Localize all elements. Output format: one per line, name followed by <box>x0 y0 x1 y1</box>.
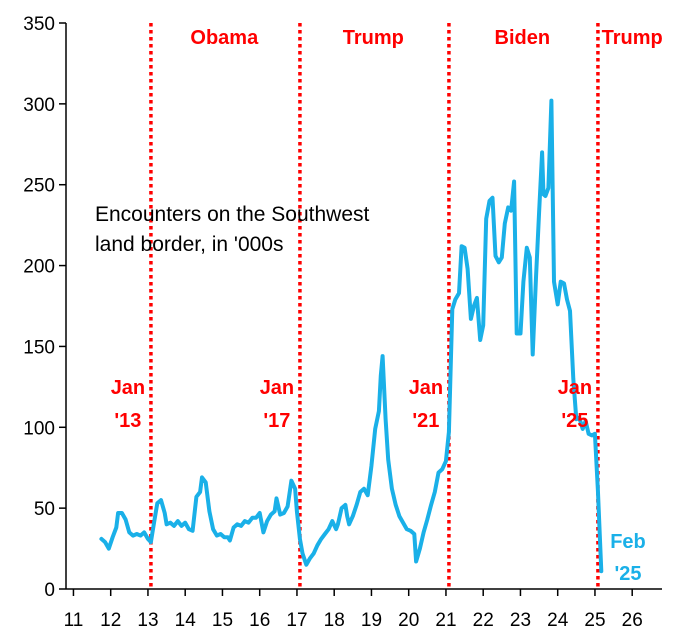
axes <box>59 22 662 596</box>
x-tick-label: 26 <box>622 610 643 631</box>
x-tick-label: 20 <box>398 610 419 631</box>
vertical-markers <box>149 23 600 589</box>
era-label: Biden <box>495 27 551 49</box>
marker-label: '21 <box>412 410 439 432</box>
end-label: Feb <box>610 531 646 553</box>
y-tick-label: 150 <box>23 337 55 358</box>
x-tick-label: 14 <box>175 610 197 631</box>
x-tick-label: 15 <box>212 610 233 631</box>
marker-label: Jan <box>558 377 592 399</box>
y-tick-label: 100 <box>23 418 55 439</box>
era-label: Trump <box>343 27 404 49</box>
series-line <box>99 98 604 574</box>
x-tick-label: 24 <box>547 610 569 631</box>
x-tick-label: 13 <box>137 610 158 631</box>
marker-label: Jan <box>260 377 294 399</box>
x-tick-label: 25 <box>584 610 605 631</box>
x-tick-label: 19 <box>361 610 382 631</box>
y-tick-label: 200 <box>23 257 55 278</box>
y-tick-label: 350 <box>23 14 55 35</box>
y-tick-label: 250 <box>23 176 55 197</box>
x-tick-label: 21 <box>435 610 456 631</box>
x-tick-label: 23 <box>510 610 531 631</box>
chart-annotation-line-1: Encounters on the Southwest <box>95 203 370 226</box>
end-label: '25 <box>614 563 641 585</box>
x-tick-label: 17 <box>286 610 307 631</box>
marker-label: '25 <box>561 410 588 432</box>
chart-annotation-line-2: land border, in '000s <box>95 233 283 256</box>
x-tick-label: 22 <box>473 610 494 631</box>
x-tick-label: 18 <box>324 610 345 631</box>
x-tick-label: 11 <box>64 610 84 631</box>
marker-label: Jan <box>409 377 443 399</box>
marker-label: Jan <box>111 377 145 399</box>
text-layer: 0 50 100 150 200 250 300 350 11 12 13 14 15 16 17 18 19 2… <box>23 14 662 631</box>
y-tick-label: 0 <box>44 580 55 601</box>
series-layer <box>99 98 604 574</box>
x-tick-label: 12 <box>100 610 121 631</box>
era-label: Trump <box>602 27 663 49</box>
x-tick-label: 16 <box>249 610 270 631</box>
y-tick-label: 50 <box>34 499 55 520</box>
marker-label: '13 <box>114 410 141 432</box>
y-tick-label: 300 <box>23 95 55 116</box>
era-label: Obama <box>190 27 259 49</box>
marker-label: '17 <box>263 410 290 432</box>
